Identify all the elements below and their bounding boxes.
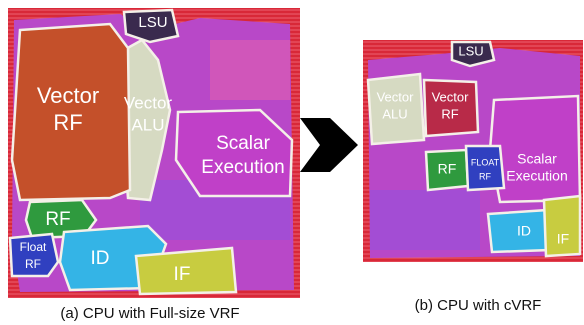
label: RF xyxy=(441,106,458,121)
label: IF xyxy=(174,264,191,285)
label: RF xyxy=(45,209,70,230)
label: Scalar xyxy=(517,151,557,167)
label: ID xyxy=(91,248,110,269)
label: ALU xyxy=(131,115,164,134)
label: Vector xyxy=(37,83,99,108)
label: RF xyxy=(438,161,457,177)
label: Vector xyxy=(124,93,173,112)
label: LSU xyxy=(458,43,483,58)
figure: LSU Vector RF Vector ALU Scalar Executio… xyxy=(0,0,584,325)
caption: (a) CPU with Full-size VRF xyxy=(60,305,239,322)
label: FLOAT xyxy=(471,157,500,167)
label: Float xyxy=(20,240,47,254)
label: IF xyxy=(557,231,569,247)
label: Vector xyxy=(432,89,470,104)
logic-patch xyxy=(370,190,480,250)
label: Execution xyxy=(201,157,284,178)
arrow xyxy=(300,118,358,172)
label: ALU xyxy=(382,106,407,121)
label: Execution xyxy=(506,168,567,184)
label: LSU xyxy=(138,14,167,31)
label: Scalar xyxy=(216,133,271,154)
label: RF xyxy=(25,257,41,271)
label: RF xyxy=(479,171,491,181)
label: ID xyxy=(517,223,531,239)
region-if xyxy=(544,196,580,256)
label: Vector xyxy=(377,89,415,104)
label: RF xyxy=(53,110,82,135)
caption: (b) CPU with cVRF xyxy=(415,297,542,314)
region-float-rf xyxy=(466,146,504,190)
logic-patch xyxy=(210,40,290,100)
